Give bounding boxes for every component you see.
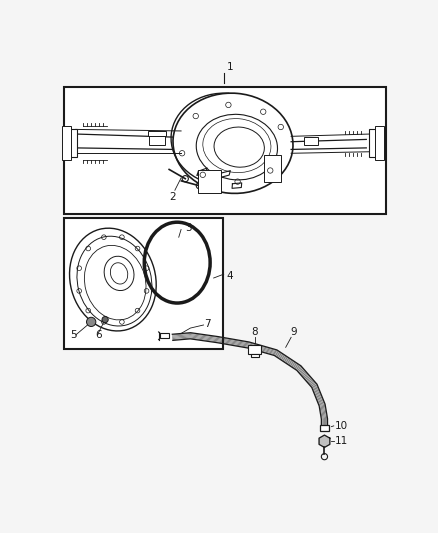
Circle shape: [102, 317, 108, 322]
Text: 4: 4: [227, 271, 233, 281]
Bar: [369, 130, 376, 157]
Bar: [251, 354, 258, 357]
Text: 10: 10: [336, 421, 348, 431]
Text: 11: 11: [336, 436, 349, 446]
Polygon shape: [319, 435, 330, 447]
Text: 1: 1: [227, 62, 233, 71]
Text: 9: 9: [290, 327, 297, 336]
Bar: [148, 131, 166, 135]
Bar: [248, 345, 261, 354]
Text: 7: 7: [204, 319, 211, 329]
Text: 6: 6: [95, 329, 102, 340]
Bar: [304, 137, 318, 145]
Bar: [70, 130, 77, 157]
Bar: [160, 334, 170, 338]
Text: 2: 2: [169, 192, 176, 202]
Text: 8: 8: [251, 327, 258, 336]
Bar: [264, 155, 281, 182]
Bar: [375, 126, 384, 160]
Bar: [64, 218, 223, 349]
Bar: [149, 135, 165, 145]
Bar: [64, 87, 386, 214]
Text: 3: 3: [185, 223, 191, 233]
Bar: [320, 425, 329, 431]
Circle shape: [87, 317, 96, 327]
Bar: [198, 170, 221, 193]
Bar: [62, 126, 71, 160]
Text: 5: 5: [70, 329, 77, 340]
